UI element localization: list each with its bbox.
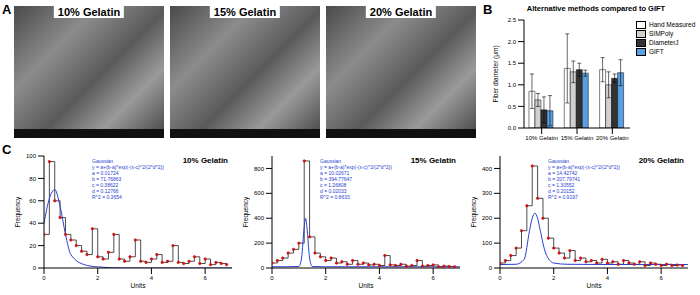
html-text:20% Gelatin: 20% Gelatin [638, 156, 684, 165]
svg-text:1.0: 1.0 [508, 82, 517, 88]
svg-text:10% Gelatin: 10% Gelatin [525, 135, 558, 141]
html-text:B: B [483, 2, 493, 17]
svg-text:Units: Units [359, 282, 375, 289]
svg-text:Units: Units [131, 282, 147, 289]
html-text:DiameterJ: DiameterJ [649, 39, 679, 46]
html-text:R^2 = 0.9197: R^2 = 0.9197 [548, 194, 578, 200]
html-text:Gaussian: Gaussian [548, 158, 570, 164]
html-text:a = 10.02671: a = 10.02671 [320, 170, 350, 176]
html-text:d = 0.02033: d = 0.02033 [320, 188, 347, 194]
html-text:y = a+(b-a)*exp(-(x-c)^2/(2*d^: y = a+(b-a)*exp(-(x-c)^2/(2*d^2)) [548, 164, 620, 170]
svg-text:Frequency: Frequency [470, 196, 478, 227]
html-text:10% Gelatin: 10% Gelatin [182, 156, 228, 165]
html-text:b = 207.79741: b = 207.79741 [548, 176, 581, 182]
svg-text:0: 0 [261, 265, 265, 271]
svg-text:0: 0 [42, 275, 46, 281]
svg-text:20% Gelatin: 20% Gelatin [596, 135, 629, 141]
html-text:R^2 = 0.8633: R^2 = 0.8633 [320, 194, 350, 200]
html-text:y = a+(b-a)*exp(-(x-c)^2/(2*d^: y = a+(b-a)*exp(-(x-c)^2/(2*d^2)) [92, 164, 164, 170]
svg-text:1.5: 1.5 [508, 60, 517, 66]
html-text:15% Gelatin: 15% Gelatin [410, 156, 456, 165]
svg-text:15% Gelatin: 15% Gelatin [561, 135, 594, 141]
svg-text:0: 0 [270, 275, 274, 281]
svg-text:200: 200 [482, 215, 493, 221]
svg-text:6: 6 [659, 275, 663, 281]
html-text:20% Gelatin: 20% Gelatin [369, 6, 433, 18]
html-text:Hand Measured: Hand Measured [649, 21, 696, 28]
svg-text:2.5: 2.5 [508, 17, 517, 23]
svg-text:Units: Units [587, 282, 603, 289]
svg-text:Frequency: Frequency [14, 196, 22, 227]
svg-text:4: 4 [378, 275, 382, 281]
html-text:A: A [2, 2, 12, 17]
html-text:Alternative methods compared t: Alternative methods compared to GIFT [526, 4, 666, 13]
html-text:C: C [2, 142, 12, 157]
svg-text:0: 0 [489, 265, 493, 271]
svg-text:300: 300 [482, 190, 493, 196]
svg-text:6: 6 [431, 275, 435, 281]
svg-text:0.5: 0.5 [508, 104, 517, 110]
svg-text:400: 400 [254, 215, 265, 221]
svg-text:0.0: 0.0 [508, 125, 517, 131]
svg-text:200: 200 [254, 240, 265, 246]
svg-text:80: 80 [29, 176, 36, 182]
html-text:c = 1.26808: c = 1.26808 [320, 182, 347, 188]
svg-text:40: 40 [29, 220, 36, 226]
html-text:GIFT: GIFT [649, 48, 664, 55]
html-text:10% Gelatin: 10% Gelatin [57, 6, 121, 18]
html-text:SIMPoly: SIMPoly [649, 30, 674, 37]
svg-text:2.0: 2.0 [508, 39, 517, 45]
svg-text:0: 0 [33, 265, 37, 271]
svg-text:20: 20 [29, 243, 36, 249]
svg-text:6: 6 [203, 275, 207, 281]
svg-text:600: 600 [254, 190, 265, 196]
svg-text:100: 100 [26, 153, 37, 159]
html-text:R^2 = 0.3654: R^2 = 0.3654 [92, 194, 122, 200]
svg-text:2: 2 [96, 275, 100, 281]
html-text:Gaussian: Gaussian [320, 158, 342, 164]
html-text:b = 71.76863: b = 71.76863 [92, 176, 122, 182]
svg-text:0: 0 [498, 275, 502, 281]
html-text:a = 0.01724: a = 0.01724 [92, 170, 119, 176]
svg-text:400: 400 [482, 166, 493, 172]
svg-text:800: 800 [254, 166, 265, 172]
svg-text:2: 2 [552, 275, 556, 281]
html-text:d = 0.12766: d = 0.12766 [92, 188, 119, 194]
html-text:a = 14.42742: a = 14.42742 [548, 170, 578, 176]
html-text:b = 394.77647: b = 394.77647 [320, 176, 353, 182]
svg-text:4: 4 [150, 275, 154, 281]
svg-text:Fiber diameter (μm): Fiber diameter (μm) [492, 45, 500, 102]
svg-text:4: 4 [606, 275, 610, 281]
html-text:y = a+(b-a)*exp(-(x-c)^2/(2*d^: y = a+(b-a)*exp(-(x-c)^2/(2*d^2)) [320, 164, 392, 170]
svg-text:100: 100 [482, 240, 493, 246]
svg-text:60: 60 [29, 198, 36, 204]
svg-text:2: 2 [324, 275, 328, 281]
html-text:Gaussian: Gaussian [92, 158, 114, 164]
html-text:15% Gelatin: 15% Gelatin [213, 6, 277, 18]
svg-text:Frequency: Frequency [242, 196, 250, 227]
html-text:c = 1.30552: c = 1.30552 [548, 182, 575, 188]
html-text:d = 0.20152: d = 0.20152 [548, 188, 575, 194]
html-text:c = 0.38622: c = 0.38622 [92, 182, 119, 188]
